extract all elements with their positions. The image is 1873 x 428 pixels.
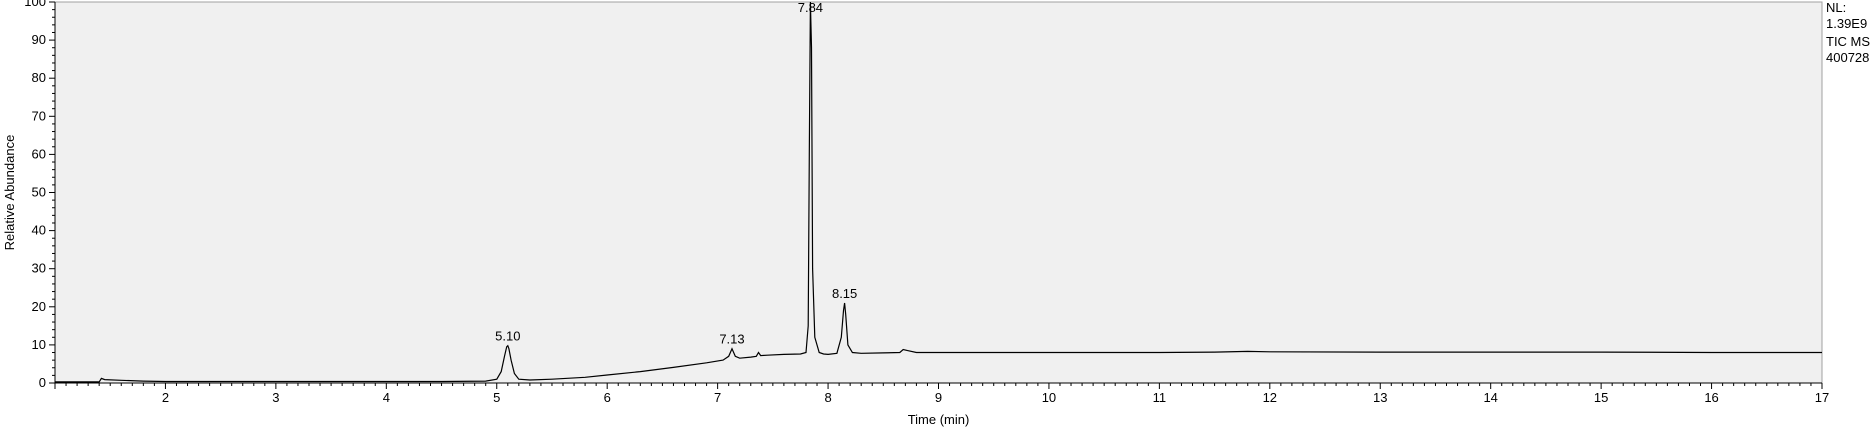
y-tick-label: 30 [32, 261, 46, 276]
x-tick-label: 3 [272, 390, 279, 405]
y-tick-label: 60 [32, 146, 46, 161]
x-tick-label: 8 [824, 390, 831, 405]
chromatogram-trace [55, 1, 1822, 383]
x-tick-label: 5 [493, 390, 500, 405]
x-tick-label: 15 [1594, 390, 1608, 405]
x-tick-label: 9 [935, 390, 942, 405]
sample-id: 400728 [1826, 50, 1870, 65]
x-tick-label: 6 [604, 390, 611, 405]
x-tick-label: 7 [714, 390, 721, 405]
peak-labels: 5.10 7.13 7.84 8.15 [495, 0, 857, 347]
y-tick-label: 90 [32, 32, 46, 47]
x-tick-label: 17 [1815, 390, 1829, 405]
x-axis: 2 3 4 5 6 7 8 9 10 11 12 13 14 15 16 17 [54, 382, 1829, 405]
y-tick-label: 20 [32, 299, 46, 314]
peak-label: 5.10 [495, 329, 520, 344]
peak-label: 7.13 [719, 332, 744, 347]
x-tick-label: 2 [162, 390, 169, 405]
y-axis-title: Relative Abundance [2, 135, 17, 251]
y-tick-label: 80 [32, 70, 46, 85]
x-tick-label: 11 [1153, 390, 1167, 405]
peak-label: 8.15 [832, 286, 857, 301]
x-tick-label: 12 [1263, 390, 1277, 405]
y-tick-label: 10 [32, 337, 46, 352]
plot-area [54, 1, 1823, 384]
y-axis: 0 10 20 30 40 50 60 70 80 90 100 [24, 0, 56, 390]
y-tick-label: 0 [39, 375, 46, 390]
x-tick-label: 10 [1042, 390, 1056, 405]
peak-label: 7.84 [798, 0, 823, 15]
y-tick-label: 40 [32, 223, 46, 238]
y-tick-label: 70 [32, 108, 46, 123]
y-tick-label: 100 [24, 0, 46, 9]
x-tick-label: 14 [1483, 390, 1497, 405]
scan-filter: TIC MS [1826, 34, 1871, 49]
nl-value: 1.39E9 [1826, 16, 1868, 31]
x-tick-label: 16 [1704, 390, 1718, 405]
y-tick-label: 50 [32, 185, 46, 200]
nl-label: NL: [1826, 0, 1847, 15]
x-axis-title: Time (min) [908, 412, 970, 427]
x-tick-label: 13 [1373, 390, 1387, 405]
x-tick-label: 4 [383, 390, 390, 405]
